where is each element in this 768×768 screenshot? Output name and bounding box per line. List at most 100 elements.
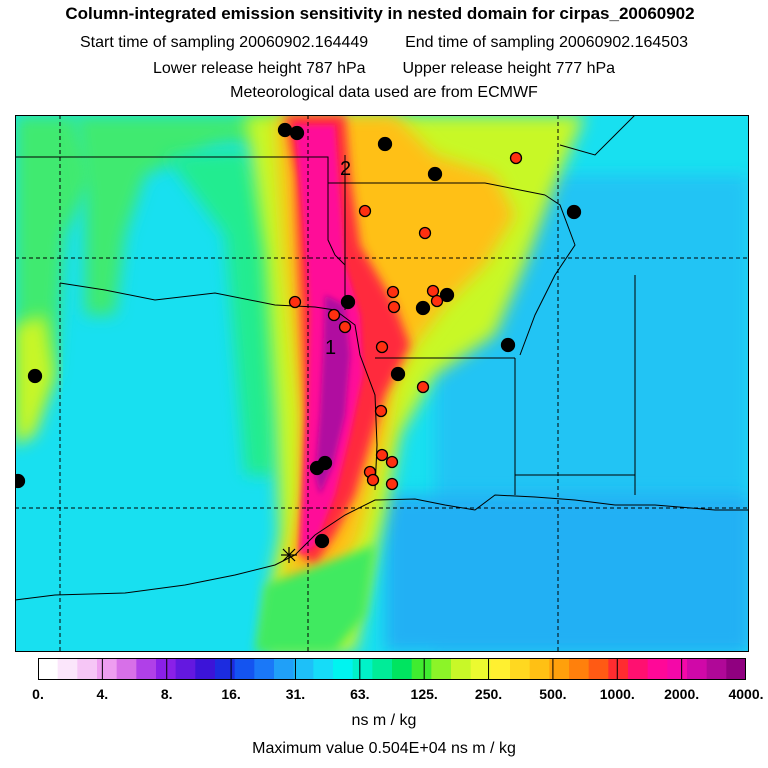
release-heights: Lower release height 787 hPa Upper relea… xyxy=(0,60,768,78)
site-marker-black xyxy=(427,166,443,182)
lower-height-value: 787 hPa xyxy=(305,60,366,77)
colorbar-segment xyxy=(608,658,629,680)
site-marker-red xyxy=(288,295,302,309)
end-time-value: 20060902.164503 xyxy=(558,34,688,51)
colorbar-segment xyxy=(451,658,472,680)
coastal-green-tail xyxy=(255,545,375,652)
colorbar-units: ns m / kg xyxy=(351,712,417,729)
max-value: 0.504E+04 ns m / kg xyxy=(368,740,516,757)
colorbar-segment xyxy=(215,658,236,680)
colorbar-segment xyxy=(136,658,157,680)
colorbar-segment xyxy=(77,658,98,680)
site-marker-red xyxy=(416,380,430,394)
colorbar-segment xyxy=(647,658,668,680)
colorbar-segment xyxy=(411,658,432,680)
lower-height-label: Lower release height xyxy=(152,60,302,77)
colorbar-segment xyxy=(490,658,511,680)
site-marker-red xyxy=(327,308,341,322)
end-time-label: End time of sampling xyxy=(405,34,555,51)
colorbar-segment xyxy=(116,658,137,680)
colorbar-segment xyxy=(569,658,590,680)
trajectory-label-1: 1 xyxy=(325,337,336,359)
site-marker-red xyxy=(374,404,388,418)
colorbar-segment xyxy=(313,658,334,680)
colorbar-segment xyxy=(470,658,491,680)
colorbar-segment xyxy=(706,658,727,680)
start-time-value: 20060902.164449 xyxy=(239,34,369,51)
colorbar-segment xyxy=(293,658,314,680)
site-marker-red xyxy=(358,204,372,218)
colorbar-tick-label: 4. xyxy=(96,686,109,702)
site-marker-black xyxy=(340,294,356,310)
colorbar-tick-label: 125. xyxy=(410,686,438,702)
site-marker-red xyxy=(338,320,352,334)
colorbar-segment xyxy=(38,658,59,680)
colorbar-segment xyxy=(392,658,413,680)
colorbar-segment xyxy=(156,658,177,680)
colorbar-segment xyxy=(234,658,255,680)
colorbar-segment xyxy=(510,658,531,680)
maximum-value-line: Maximum value 0.504E+04 ns m / kg xyxy=(0,740,768,758)
site-marker-black xyxy=(566,204,582,220)
north-green-arc-2 xyxy=(165,150,285,475)
site-marker-black xyxy=(500,337,516,353)
upper-height-value: 777 hPa xyxy=(555,60,616,77)
colorbar-segment xyxy=(352,658,373,680)
colorbar-segment xyxy=(175,658,196,680)
state-borders xyxy=(15,115,636,495)
site-marker-black xyxy=(439,287,455,303)
colorbar-segment xyxy=(726,658,746,680)
site-marker-red xyxy=(418,226,432,240)
site-marker-black xyxy=(277,122,293,138)
colorbar-segment xyxy=(529,658,550,680)
site-marker-black xyxy=(27,368,43,384)
site-marker-red xyxy=(387,300,401,314)
release-location-marker xyxy=(281,547,297,563)
colorbar-tick-label: 8. xyxy=(160,686,173,702)
trajectory-label-2: 2 xyxy=(340,158,351,180)
site-marker-red xyxy=(385,455,399,469)
site-marker-red xyxy=(386,285,400,299)
colorbar-tick-label: 31. xyxy=(285,686,306,702)
site-marker-red xyxy=(375,448,389,462)
max-value-label: Maximum value xyxy=(252,740,365,757)
site-marker-black xyxy=(15,473,26,489)
site-marker-black xyxy=(309,460,325,476)
colorbar-tick-label: 250. xyxy=(474,686,503,702)
site-marker-red xyxy=(366,473,380,487)
site-marker-black xyxy=(390,366,406,382)
start-time-label: Start time of sampling xyxy=(79,34,235,51)
colorbar-segment xyxy=(274,658,295,680)
colorbar-tick-label: 63. xyxy=(350,686,370,702)
site-marker-red xyxy=(385,477,399,491)
colorbar-frame xyxy=(38,658,746,680)
graticule xyxy=(15,115,749,652)
colorbar-tick-label: 2000. xyxy=(664,686,700,702)
colorbar-tick-label: 0. xyxy=(32,686,44,702)
site-marker-black xyxy=(415,300,431,316)
site-marker-black xyxy=(377,136,393,152)
colorbar-segment xyxy=(628,658,649,680)
colorbar-segment xyxy=(333,658,354,680)
chart-title: Column-integrated emission sensitivity i… xyxy=(65,4,695,23)
colorbar-tick-label: 500. xyxy=(539,686,567,702)
colorbar-segment xyxy=(588,658,609,680)
colorbar-segment xyxy=(431,658,452,680)
colorbar-segment xyxy=(195,658,216,680)
colorbar-tick-label: 1000. xyxy=(599,686,635,702)
colorbar-tick-label: 4000. xyxy=(728,686,764,702)
upper-height-label: Upper release height xyxy=(402,60,551,77)
site-marker-black xyxy=(289,125,305,141)
site-markers xyxy=(15,122,582,549)
sensitivity-map: 1 2 xyxy=(15,115,749,652)
sampling-times: Start time of sampling 20060902.164449 E… xyxy=(0,34,768,52)
colorbar-segment xyxy=(549,658,570,680)
colorbar-segment xyxy=(372,658,393,680)
site-marker-black xyxy=(314,533,330,549)
map-frame xyxy=(15,115,749,652)
colorbar-segment xyxy=(97,658,118,680)
colorbar-segment xyxy=(667,658,688,680)
site-marker-red xyxy=(426,284,440,298)
colorbar-segment xyxy=(57,658,78,680)
met-data-line: Meteorological data used are from ECMWF xyxy=(230,84,538,101)
